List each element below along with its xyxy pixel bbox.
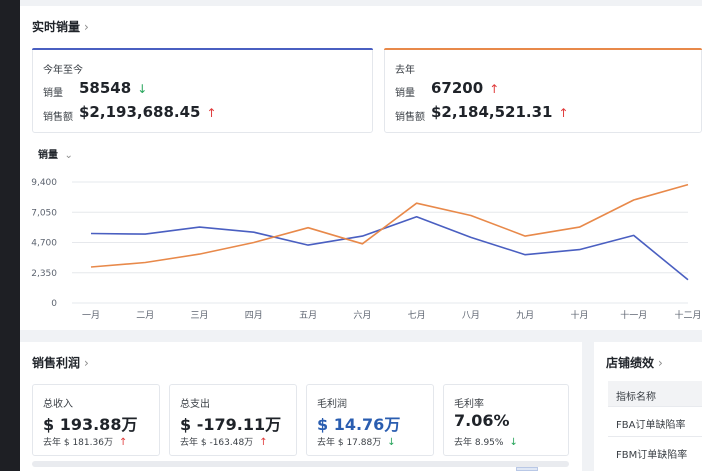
gross-profit-lastyear: 去年 $ 17.88万 ↓ xyxy=(317,437,396,448)
arrow-up-icon: ↑ xyxy=(558,106,569,120)
x-tick-label: 五月 xyxy=(299,310,317,321)
store-performance-title: 店铺绩效 xyxy=(606,356,655,370)
ytd-label: 今年至今 xyxy=(43,65,83,76)
lastyear-amount-label: 销售额 xyxy=(395,112,425,123)
x-tick-label: 十月 xyxy=(570,309,588,321)
x-tick-label: 十二月 xyxy=(674,309,701,321)
ytd-qty-label: 销量 xyxy=(43,88,63,99)
arrow-down-icon: ↓ xyxy=(509,437,518,448)
table-header-metric-name: 指标名称 xyxy=(616,392,656,403)
series-line-lastyear xyxy=(90,183,689,268)
ytd-card: 今年至今 销量 58548 ↓ 销售额 $2,193,688.45 ↑ xyxy=(32,48,373,133)
arrow-up-icon: ↑ xyxy=(118,437,128,448)
lastyear-label: 去年 xyxy=(395,65,415,76)
lastyear-accent-bar xyxy=(384,48,702,50)
total-expense-lastyear: 去年 $ -163.48万 ↑ xyxy=(180,437,268,448)
x-tick-label: 八月 xyxy=(462,310,480,321)
total-income-label: 总收入 xyxy=(43,399,73,410)
table-row[interactable]: FBM订单缺陷率 xyxy=(608,437,702,471)
x-tick-label: 十一月 xyxy=(620,309,647,321)
arrow-up-icon: ↑ xyxy=(206,106,217,120)
chevron-right-icon: › xyxy=(658,356,663,370)
realtime-sales-panel: 实时销量 › 今年至今 销量 58548 ↓ 销售额 $2,193,688.45 ↑ … xyxy=(20,6,702,330)
sales-profit-title: 销售利润 xyxy=(32,356,81,370)
sales-profit-panel: 销售利润 › 总收入 $ 193.88万 去年 $ 181.36万 ↑ 总支出 $ … xyxy=(20,342,582,471)
y-tick-label: 4,700 xyxy=(31,239,57,249)
chevron-down-icon: ⌄ xyxy=(64,150,73,161)
total-expense-value: $ -179.11万 xyxy=(180,415,282,434)
sales-profit-title-link[interactable]: 销售利润 › xyxy=(32,354,89,371)
x-tick-label: 四月 xyxy=(245,310,263,321)
table-header-row: 指标名称 xyxy=(608,381,702,407)
series-line-ytd xyxy=(90,216,689,281)
lastyear-amount-value: $2,184,521.31 ↑ xyxy=(431,103,569,121)
arrow-down-icon: ↓ xyxy=(387,437,396,448)
total-expense-card: 总支出 $ -179.11万 去年 $ -163.48万 ↑ xyxy=(169,384,297,456)
arrow-up-icon: ↑ xyxy=(259,437,268,448)
store-performance-title-link[interactable]: 店铺绩效 › xyxy=(606,354,663,371)
total-income-lastyear: 去年 $ 181.36万 ↑ xyxy=(43,437,128,448)
x-tick-label: 三月 xyxy=(191,310,209,321)
gross-profit-label: 毛利润 xyxy=(317,399,347,410)
realtime-sales-title-link[interactable]: 实时销量 › xyxy=(32,18,89,35)
x-tick-label: 六月 xyxy=(353,309,371,321)
gross-profit-card: 毛利润 $ 14.76万 去年 $ 17.88万 ↓ xyxy=(306,384,434,456)
ytd-amount-label: 销售额 xyxy=(43,112,73,123)
gross-profit-value: $ 14.76万 xyxy=(317,415,401,434)
y-tick-label: 9,400 xyxy=(31,178,57,188)
table-row[interactable]: FBA订单缺陷率 xyxy=(608,407,702,437)
horizontal-scrollbar[interactable] xyxy=(32,461,569,467)
ytd-accent-bar xyxy=(32,48,373,50)
y-tick-label: 7,050 xyxy=(31,208,57,218)
arrow-up-icon: ↑ xyxy=(489,82,500,96)
chevron-right-icon: › xyxy=(84,20,89,34)
table-cell-metric-name: FBM订单缺陷率 xyxy=(616,450,688,461)
metric-select[interactable]: 销量 ⌄ xyxy=(38,146,73,161)
y-tick-label: 0 xyxy=(51,299,57,309)
total-income-value: $ 193.88万 xyxy=(43,415,138,434)
table-cell-metric-name: FBA订单缺陷率 xyxy=(616,420,686,431)
metric-select-value: 销量 xyxy=(38,150,58,161)
chevron-right-icon: › xyxy=(84,356,89,370)
ytd-amount-value: $2,193,688.45 ↑ xyxy=(79,103,217,121)
realtime-sales-title: 实时销量 xyxy=(32,20,81,34)
gross-margin-label: 毛利率 xyxy=(454,399,484,410)
pager-button[interactable] xyxy=(516,467,538,471)
gross-margin-card: 毛利率 7.06% 去年 8.95% ↓ xyxy=(443,384,569,456)
x-tick-label: 二月 xyxy=(136,310,154,321)
arrow-down-icon: ↓ xyxy=(137,82,148,96)
gross-margin-lastyear: 去年 8.95% ↓ xyxy=(454,437,518,448)
x-tick-label: 七月 xyxy=(408,310,426,321)
y-tick-label: 2,350 xyxy=(31,269,57,279)
gross-margin-value: 7.06% xyxy=(454,411,510,430)
lastyear-qty-value: 67200 ↑ xyxy=(431,79,500,97)
lastyear-card: 去年 销量 67200 ↑ 销售额 $2,184,521.31 ↑ xyxy=(384,48,702,133)
x-tick-label: 九月 xyxy=(516,310,534,321)
left-edge xyxy=(0,0,20,471)
lastyear-qty-label: 销量 xyxy=(395,88,415,99)
x-tick-label: 一月 xyxy=(82,310,100,321)
ytd-qty-value: 58548 ↓ xyxy=(79,79,148,97)
total-expense-label: 总支出 xyxy=(180,399,210,410)
total-income-card: 总收入 $ 193.88万 去年 $ 181.36万 ↑ xyxy=(32,384,160,456)
